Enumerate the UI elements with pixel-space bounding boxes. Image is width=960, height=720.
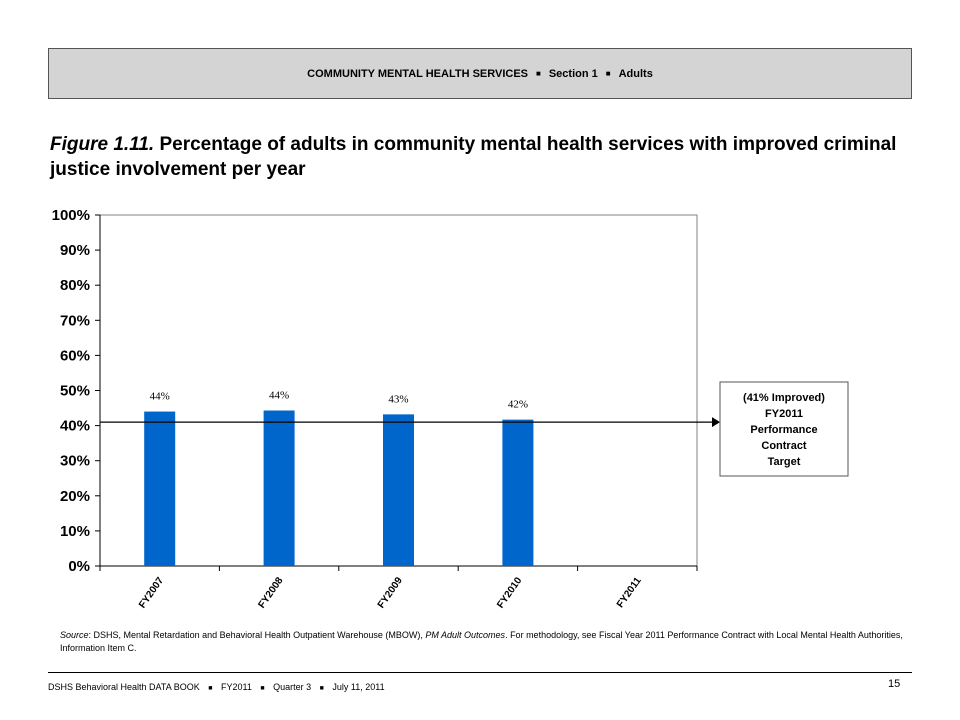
section-audience: Adults — [618, 67, 653, 80]
bar-chart: 0% 10% 20% 30% 40% 50% 60% 70% 80% 90% 100% 44% FY20… — [52, 207, 849, 610]
footer-date: July 11, 2011 — [332, 682, 385, 692]
y-tick-label: 10% — [60, 523, 90, 540]
y-tick-label: 70% — [60, 312, 90, 329]
separator-icon: ■ — [536, 69, 541, 78]
data-label: 42% — [508, 399, 528, 411]
source-text-1: : DSHS, Mental Retardation and Behaviora… — [88, 630, 426, 640]
data-label: 43% — [388, 393, 408, 405]
footer-quarter: Quarter 3 — [273, 682, 312, 692]
x-tick-label: FY2007 — [137, 575, 166, 610]
footer: DSHS Behavioral Health DATA BOOK ■ FY201… — [48, 682, 385, 692]
footer-fiscal-year: FY2011 — [221, 682, 252, 692]
section-title: COMMUNITY MENTAL HEALTH SERVICES — [307, 67, 528, 80]
y-tick-label: 0% — [68, 558, 90, 575]
data-label: 44% — [269, 390, 289, 402]
bar-fy2008 — [263, 410, 295, 566]
target-annotation-line: Contract — [761, 440, 807, 452]
y-tick-label: 90% — [60, 242, 90, 259]
source-text-2: . For methodology, see Fiscal Year 2011 … — [60, 630, 903, 653]
y-tick-label: 20% — [60, 488, 90, 505]
target-annotation-box — [719, 381, 849, 477]
page-number: 15 — [888, 678, 901, 690]
bar-fy2010 — [502, 419, 534, 566]
y-tick-label: 60% — [60, 347, 90, 364]
target-annotation-line: FY2011 — [765, 408, 803, 420]
x-tick-label: FY2011 — [615, 575, 644, 610]
y-tick-label: 80% — [60, 277, 90, 294]
source-note: Source: DSHS, Mental Retardation and Beh… — [60, 629, 910, 655]
separator-icon: ■ — [319, 685, 324, 692]
figure-label: Figure 1.11. — [50, 134, 155, 155]
x-tick-label: FY2009 — [376, 575, 405, 610]
source-label: Source — [60, 630, 89, 640]
target-arrow-icon — [712, 417, 720, 428]
bar-fy2007 — [144, 411, 176, 566]
target-annotation-line: Target — [768, 456, 801, 468]
y-tick-label: 50% — [60, 383, 90, 400]
y-tick-label: 100% — [52, 207, 90, 224]
x-tick-label: FY2010 — [495, 575, 524, 610]
section-number: Section 1 — [548, 67, 598, 80]
section-header: COMMUNITY MENTAL HEALTH SERVICES ■ Secti… — [48, 48, 912, 99]
y-tick-label: 40% — [60, 418, 90, 435]
figure-title-text: Percentage of adults in community mental… — [50, 134, 897, 180]
separator-icon: ■ — [605, 69, 611, 78]
y-tick-label: 30% — [60, 453, 90, 470]
footer-publication: DSHS Behavioral Health DATA BOOK — [48, 682, 200, 692]
target-annotation-line: (41% Improved) — [743, 392, 825, 404]
footer-divider — [48, 672, 912, 673]
x-tick-label: FY2008 — [256, 575, 285, 610]
data-label: 44% — [150, 391, 170, 403]
separator-icon: ■ — [260, 685, 265, 692]
figure-title: Figure 1.11. Percentage of adults in com… — [50, 132, 910, 182]
source-report-name: PM Adult Outcomes — [425, 630, 506, 640]
bar-fy2009 — [383, 414, 414, 566]
separator-icon: ■ — [208, 685, 213, 692]
target-annotation-line: Performance — [750, 424, 817, 436]
